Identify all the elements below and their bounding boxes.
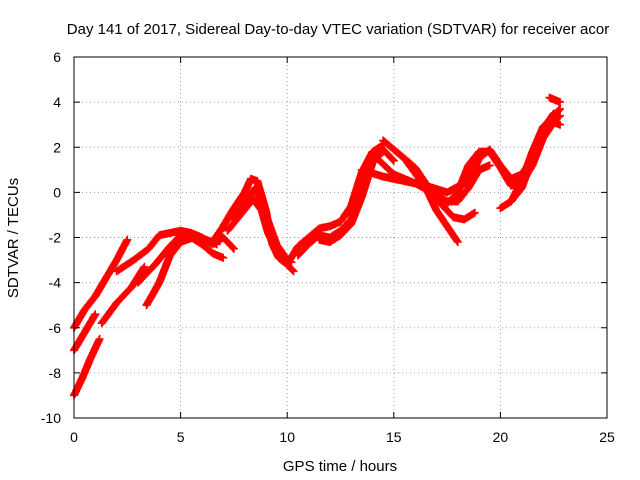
series-pass-21 — [545, 93, 565, 107]
y-tick-label: -4 — [49, 275, 62, 291]
x-axis-label: GPS time / hours — [283, 458, 397, 475]
x-tick-label: 0 — [70, 429, 78, 445]
y-tick-label: 0 — [53, 184, 61, 200]
series-markers — [389, 145, 479, 224]
x-tick-label: 5 — [177, 429, 185, 445]
series-markers — [545, 93, 565, 107]
series-pass-10 — [229, 183, 292, 265]
series-markers — [142, 233, 221, 310]
y-axis-label: SDTVAR / TECUs — [5, 178, 22, 298]
data-series-layer — [70, 93, 565, 400]
series-pass-4 — [97, 262, 149, 328]
series-pass-20 — [507, 104, 565, 206]
x-tick-label: 25 — [599, 429, 615, 445]
y-tick-label: -8 — [49, 365, 62, 381]
y-tick-label: -10 — [41, 410, 61, 426]
y-tick-label: 6 — [53, 49, 61, 65]
y-tick-label: 4 — [53, 94, 61, 110]
series-markers — [507, 104, 565, 206]
x-tick-label: 20 — [493, 429, 509, 445]
series-markers — [97, 262, 149, 328]
series-markers — [229, 183, 292, 265]
y-tick-label: 2 — [53, 139, 61, 155]
y-axis-ticks: -10 -8 -6 -4 -2 0 2 4 6 — [41, 49, 607, 426]
y-tick-label: -6 — [49, 320, 62, 336]
x-tick-label: 10 — [279, 429, 295, 445]
x-axis-ticks: 0 5 10 15 20 25 — [70, 57, 615, 445]
y-tick-label: -2 — [49, 230, 62, 246]
chart-title: Day 141 of 2017, Sidereal Day-to-day VTE… — [67, 21, 609, 38]
x-tick-label: 15 — [386, 429, 402, 445]
series-pass-17 — [389, 145, 479, 224]
series-pass-7 — [142, 233, 221, 310]
